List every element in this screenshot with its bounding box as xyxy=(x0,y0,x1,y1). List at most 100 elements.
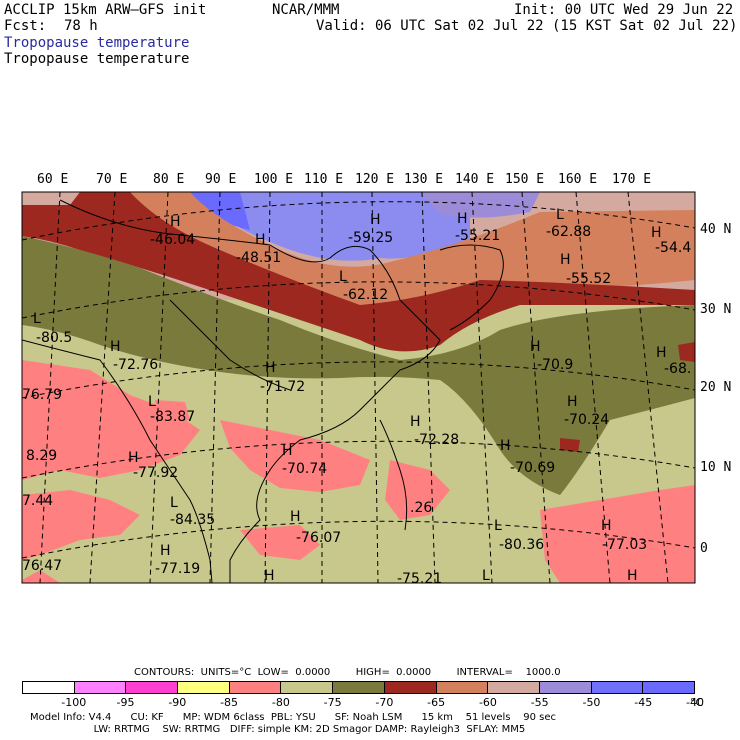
lon-label: 150 E xyxy=(505,172,545,187)
extremum-marker: L xyxy=(339,269,347,285)
extremum-value: .26 xyxy=(410,500,432,516)
extremum-value: -48.51 xyxy=(236,250,281,266)
extremum-marker: H xyxy=(170,214,181,230)
colorbar-tick-label: -50 xyxy=(582,696,601,709)
colorbar-tick-label: -60 xyxy=(478,696,497,709)
extremum-marker: H xyxy=(370,212,381,228)
lat-label: 20 N xyxy=(700,380,732,395)
extremum-value: -68. xyxy=(664,361,691,377)
pressure-labels: H -46.04 H -48.51 H -59.25 H -55.21 L -6… xyxy=(22,207,691,587)
extremum-value: -71.72 xyxy=(260,379,305,395)
extremum-value: -55.21 xyxy=(455,228,500,244)
colorbar-swatch xyxy=(229,682,282,693)
extremum-marker: H xyxy=(457,211,468,227)
lon-label: 70 E xyxy=(96,172,128,187)
colorbar-tick-label: -75 xyxy=(323,696,342,709)
map-frame xyxy=(21,191,696,584)
colorbar-swatch xyxy=(643,682,694,693)
extremum-marker: L xyxy=(494,518,502,534)
fcst-label: Fcst: xyxy=(4,18,47,34)
coastlines xyxy=(22,199,504,583)
colorbar-swatch xyxy=(178,682,230,693)
temperature-field xyxy=(22,192,695,583)
extremum-marker: L xyxy=(482,568,490,584)
extremum-value: -70.69 xyxy=(510,460,555,476)
lon-label: 80 E xyxy=(153,172,185,187)
colorbar-swatch xyxy=(539,682,592,693)
extremum-marker: H xyxy=(160,543,171,559)
lon-label: 100 E xyxy=(254,172,294,187)
extremum-marker: H xyxy=(265,360,276,376)
extremum-value: -80.5 xyxy=(36,330,72,346)
extremum-value: -77.03 xyxy=(602,537,647,553)
colorbar-tick-label: -90 xyxy=(168,696,187,709)
colorbar-swatch xyxy=(74,682,127,693)
extremum-value: -55.52 xyxy=(566,271,611,287)
extremum-marker: L xyxy=(148,394,156,410)
extremum-value: -62.12 xyxy=(343,287,388,303)
colorbar-tick-label: -100 xyxy=(61,696,87,709)
extremum-value: -70.9 xyxy=(537,357,573,373)
extremum-marker: H xyxy=(110,339,121,355)
colorbar-swatch xyxy=(333,682,385,693)
colorbar-tick-label: -45 xyxy=(634,696,653,709)
extremum-value: -62.88 xyxy=(546,224,591,240)
extremum-value: 76.79 xyxy=(22,387,62,403)
lat-label: 0 xyxy=(700,541,708,556)
extremum-value: -72.76 xyxy=(113,357,158,373)
lat-label: 30 N xyxy=(700,302,732,317)
contours-info: CONTOURS: UNITS=°C LOW= 0.0000 HIGH= 0.0… xyxy=(134,667,561,678)
extremum-value: -75.21 xyxy=(397,571,442,587)
valid-time: Valid: 06 UTC Sat 02 Jul 22 (15 KST Sat … xyxy=(316,18,738,34)
extremum-marker: H xyxy=(500,438,511,454)
fcst-value: 78 h xyxy=(64,18,98,34)
extremum-marker: H xyxy=(567,394,578,410)
lon-label: 110 E xyxy=(304,172,344,187)
colorbar-tick-label: -95 xyxy=(116,696,135,709)
colorbar-swatch xyxy=(384,682,437,693)
colorbar-unit: °C xyxy=(690,696,704,709)
model-info-line2: LW: RRTMG SW: RRTMG DIFF: simple KM: 2D … xyxy=(30,724,526,735)
colorbar-tick-label: -80 xyxy=(271,696,290,709)
extremum-value: 8.29 xyxy=(26,448,57,464)
extremum-marker: H xyxy=(656,345,667,361)
extremum-value: -80.36 xyxy=(499,537,544,553)
extremum-marker: L xyxy=(170,495,178,511)
colorbar-swatch xyxy=(488,682,540,693)
extremum-value: -72.28 xyxy=(414,432,459,448)
extremum-value: -83.87 xyxy=(150,409,195,425)
colorbar-tick-label: -40 xyxy=(686,696,704,709)
lon-label: 170 E xyxy=(612,172,652,187)
extremum-marker: H xyxy=(264,568,275,584)
extremum-value: -46.04 xyxy=(150,232,195,248)
lon-label: 60 E xyxy=(37,172,69,187)
extremum-marker: H xyxy=(560,252,571,268)
org-label: NCAR/MMM xyxy=(272,2,340,18)
extremum-marker: H xyxy=(627,568,638,584)
extremum-value: -84.35 xyxy=(170,512,215,528)
colorbar-tick-label: -65 xyxy=(427,696,446,709)
field-title-secondary: Tropopause temperature xyxy=(4,51,190,67)
colorbar-swatch xyxy=(23,682,75,693)
lon-label: 90 E xyxy=(205,172,237,187)
extremum-marker: H xyxy=(282,443,293,459)
extremum-marker: L xyxy=(33,311,41,327)
colorbar-tick-label: -70 xyxy=(375,696,394,709)
lon-label: 130 E xyxy=(404,172,444,187)
extremum-value: -54.4 xyxy=(655,240,691,256)
extremum-marker: H xyxy=(255,232,266,248)
extremum-marker: H xyxy=(651,225,662,241)
extremum-marker: H xyxy=(128,450,139,466)
model-info-line1: Model Info: V4.4 CU: KF MP: WDM 6class P… xyxy=(30,712,556,723)
extremum-value: -77.92 xyxy=(133,465,178,481)
colorbar-tick-label: -55 xyxy=(530,696,549,709)
extremum-marker: H xyxy=(410,414,421,430)
extremum-value: -70.74 xyxy=(282,461,327,477)
lon-label: 160 E xyxy=(558,172,598,187)
colorbar xyxy=(22,681,695,694)
extremum-marker: H xyxy=(601,518,612,534)
extremum-value: -59.25 xyxy=(348,230,393,246)
lat-label: 10 N xyxy=(700,460,732,475)
colorbar-swatch xyxy=(436,682,489,693)
